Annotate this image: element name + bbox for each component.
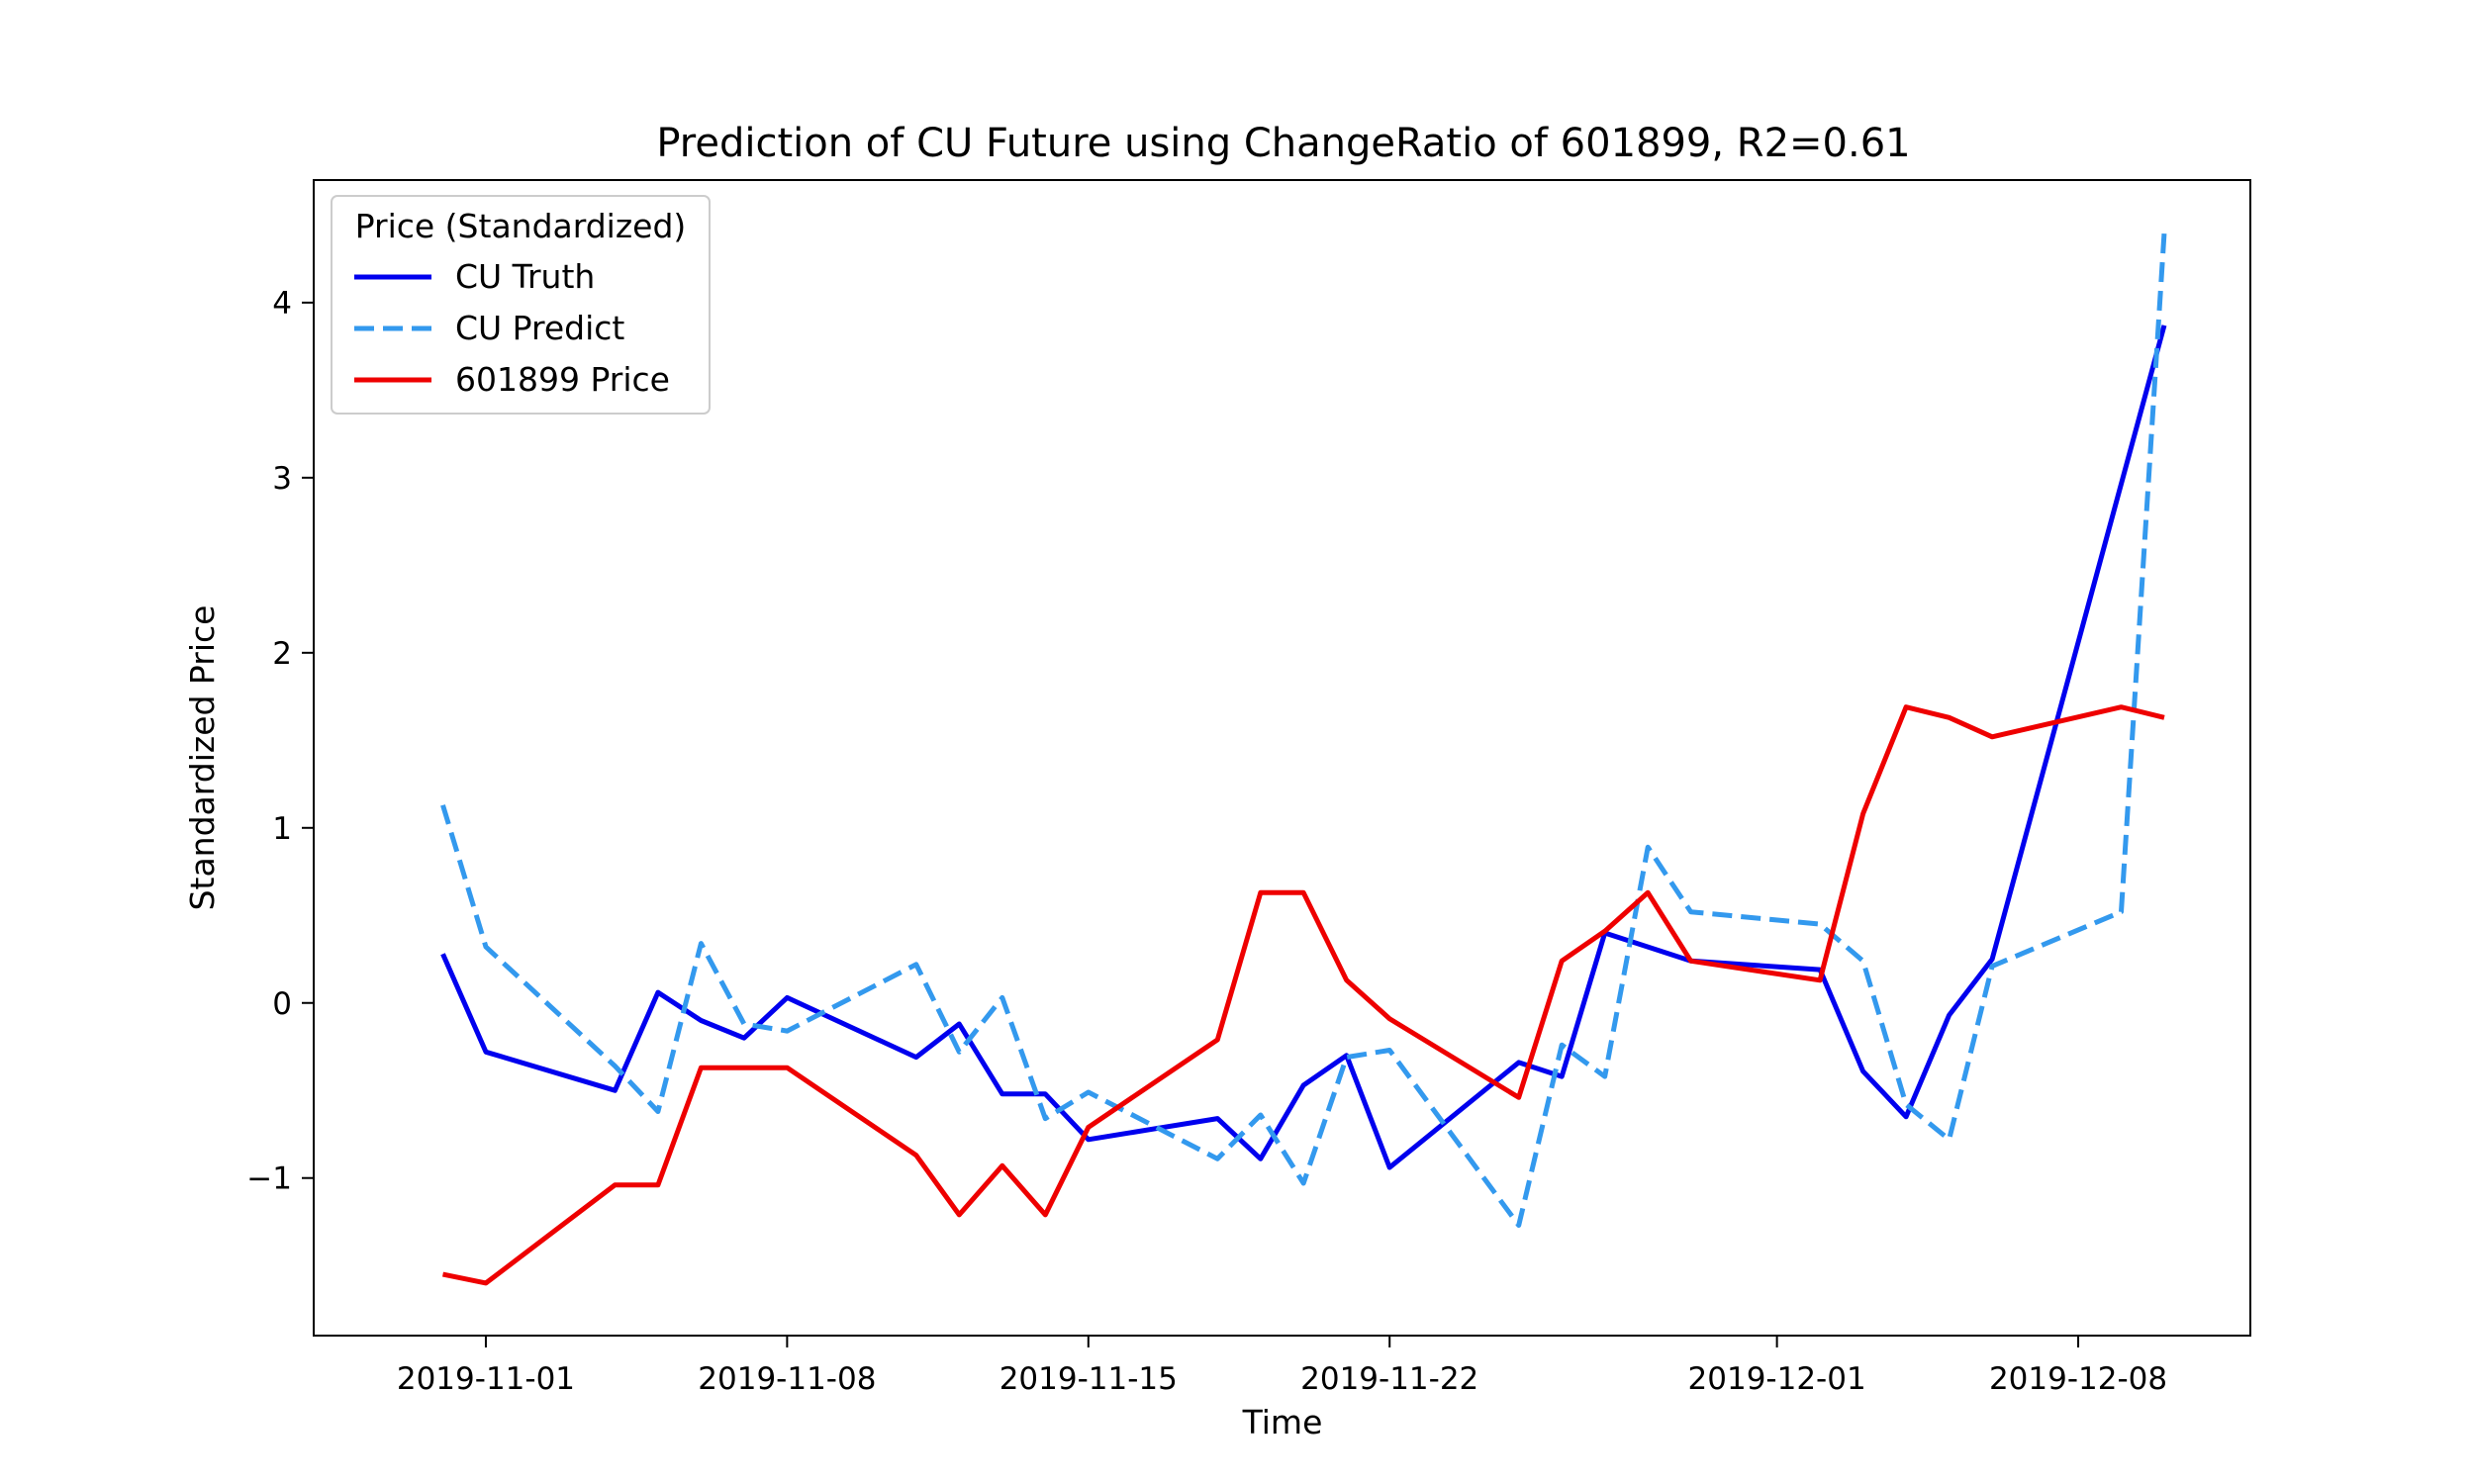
y-tick-label: 3 (272, 461, 292, 497)
x-tick-label: 2019-11-15 (999, 1361, 1178, 1397)
x-tick-label: 2019-11-01 (397, 1361, 575, 1397)
legend-label-601899-price: 601899 Price (455, 360, 670, 399)
series-line-cu-predict (440, 232, 2167, 1228)
series-line-601899-price (442, 704, 2165, 1286)
series-line-cu-truth (440, 325, 2167, 1170)
legend-label-cu-predict: CU Predict (455, 309, 624, 347)
x-tick-label: 2019-11-22 (1300, 1361, 1478, 1397)
legend-box (331, 195, 711, 415)
y-axis: −1 0 1 2 3 4 (246, 286, 314, 1197)
y-tick-label: −1 (246, 1161, 292, 1197)
legend-label-cu-truth: CU Truth (455, 257, 595, 296)
series-lines (440, 232, 2167, 1286)
y-tick-label: 4 (272, 286, 292, 322)
x-tick-label: 2019-12-01 (1688, 1361, 1866, 1397)
x-axis-title: Time (1242, 1403, 1323, 1441)
chart-title: Prediction of CU Future using ChangeRati… (656, 121, 1910, 166)
y-tick-label: 2 (272, 636, 292, 672)
y-axis-title: Standardized Price (183, 605, 222, 911)
y-tick-label: 0 (272, 986, 292, 1022)
legend-title: Price (Standardized) (355, 207, 687, 245)
x-tick-label: 2019-11-08 (698, 1361, 876, 1397)
plot-frame (313, 179, 2251, 1337)
legend-entries: CU Truth CU Predict 601899 Price (354, 257, 670, 399)
x-axis: 2019-11-01 2019-11-08 2019-11-15 2019-11-22… (397, 1336, 2167, 1397)
x-tick-label: 2019-12-08 (1989, 1361, 2167, 1397)
legend: Price (Standardized) CU Truth CU Predict 6… (331, 195, 711, 415)
y-tick-label: 1 (272, 811, 292, 847)
